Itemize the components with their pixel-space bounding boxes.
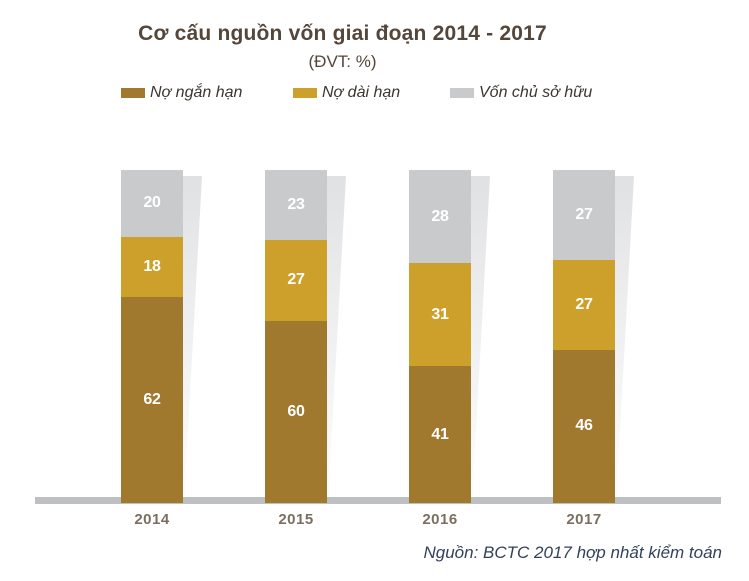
x-axis-category-label: 2015 (278, 511, 314, 528)
segment-value-label: 46 (575, 417, 593, 435)
bar-segment: 62 (121, 296, 183, 503)
legend-label: Nợ dài hạn (322, 84, 401, 101)
bar-segment: 28 (409, 170, 471, 264)
stacked-bar-2014: 20 18 62 (121, 170, 183, 503)
stacked-bar-2016: 28 31 41 (409, 170, 471, 503)
bar-segment: 18 (121, 236, 183, 297)
chart-title: Cơ cấu nguồn vốn giai đoạn 2014 - 2017 (138, 22, 547, 45)
x-axis-line (35, 497, 721, 504)
bar-segment: 41 (409, 366, 471, 503)
segment-value-label: 41 (431, 425, 449, 443)
x-axis-category-label: 2017 (566, 511, 602, 528)
bar-shadow (471, 176, 490, 494)
segment-value-label: 23 (287, 195, 305, 213)
segment-value-label: 20 (143, 194, 161, 212)
segment-value-label: 60 (287, 403, 305, 421)
bar-shadow (615, 176, 634, 494)
segment-value-label: 27 (287, 271, 305, 289)
legend-label: Nợ ngắn hạn (150, 84, 243, 101)
bar-segment: 27 (553, 259, 615, 350)
bar-segment: 31 (409, 263, 471, 367)
segment-value-label: 27 (575, 205, 593, 223)
segment-value-label: 18 (143, 257, 161, 275)
segment-value-label: 28 (431, 207, 449, 225)
legend-item-1: Nợ ngắn hạn (121, 84, 242, 102)
legend-label: Vốn chủ sở hữu (479, 84, 593, 101)
bar-shadow (183, 176, 202, 494)
legend-swatch-icon (450, 88, 474, 98)
bar-segment: 27 (553, 170, 615, 260)
segment-value-label: 62 (143, 390, 161, 408)
legend-swatch-icon (293, 88, 317, 98)
bar-segment: 23 (265, 170, 327, 240)
stacked-bar-2015: 23 27 60 (265, 170, 327, 503)
x-axis-category-label: 2016 (422, 511, 458, 528)
source-note: Nguồn: BCTC 2017 hợp nhất kiểm toán (423, 543, 722, 562)
stacked-bar-2017: 27 27 46 (553, 170, 615, 503)
x-axis-category-label: 2014 (134, 511, 170, 528)
legend-item-3: Vốn chủ sở hữu (450, 84, 592, 102)
legend-item-2: Nợ dài hạn (293, 84, 400, 102)
segment-value-label: 31 (431, 305, 449, 323)
bar-segment: 20 (121, 170, 183, 237)
bar-shadow (327, 176, 346, 494)
bar-segment: 46 (553, 349, 615, 503)
chart-subtitle: (ĐVT: %) (308, 52, 377, 71)
segment-value-label: 27 (575, 295, 593, 313)
bar-segment: 60 (265, 321, 327, 503)
bar-segment: 27 (265, 239, 327, 322)
legend-swatch-icon (121, 88, 145, 98)
